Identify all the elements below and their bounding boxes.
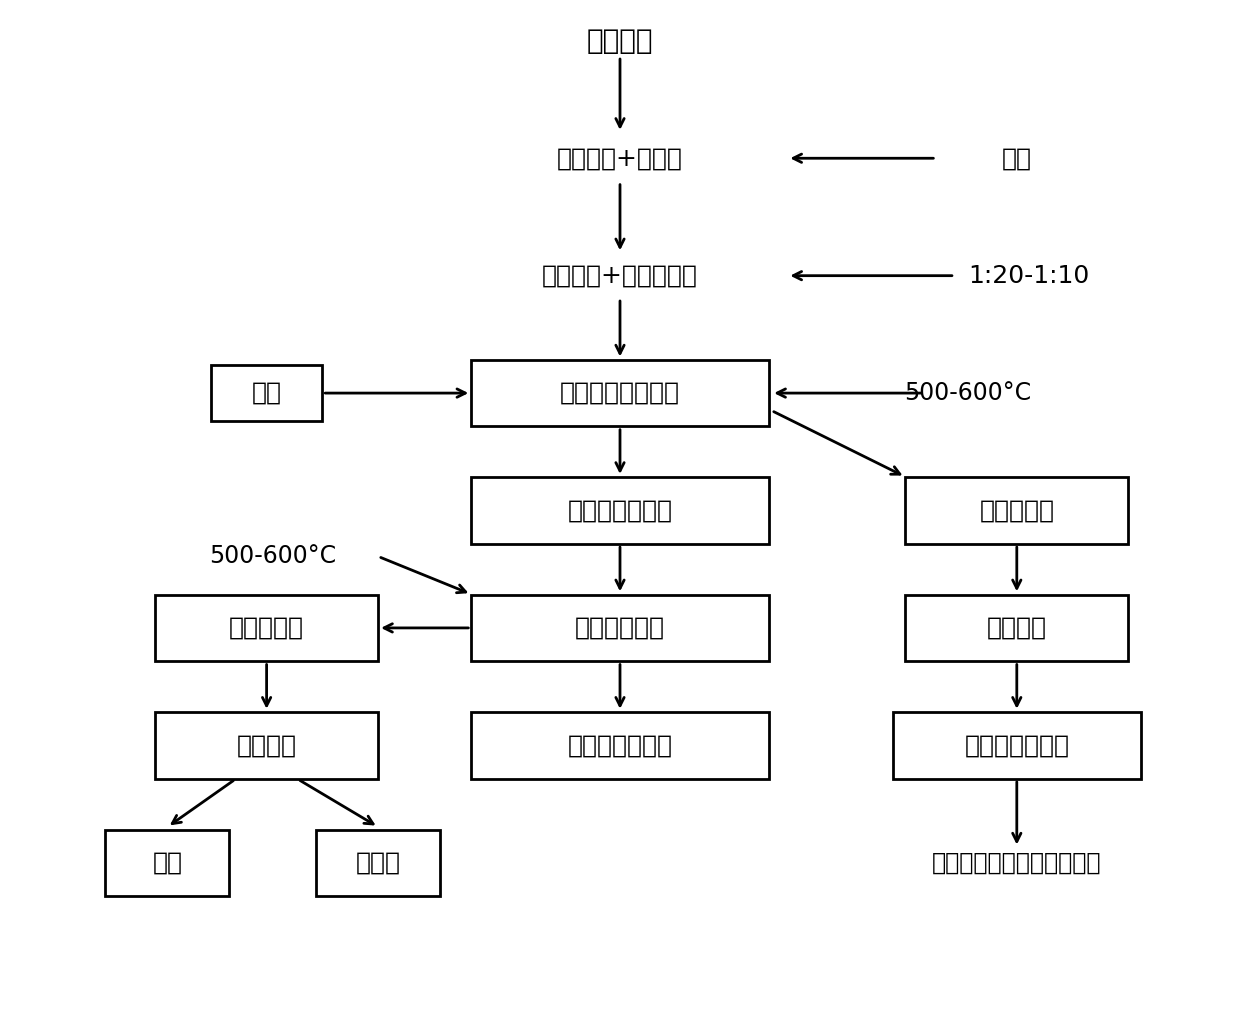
Text: 富氮热解挥发份: 富氮热解挥发份 xyxy=(568,498,672,523)
Text: 1:20-1:10: 1:20-1:10 xyxy=(968,263,1090,288)
FancyBboxPatch shape xyxy=(105,829,229,896)
Text: 热解气: 热解气 xyxy=(356,850,401,875)
Text: 储能材料、催化剂、吸附剂: 储能材料、催化剂、吸附剂 xyxy=(932,850,1101,875)
FancyBboxPatch shape xyxy=(471,713,769,778)
FancyBboxPatch shape xyxy=(211,364,322,421)
Text: 500-600°C: 500-600°C xyxy=(210,544,336,569)
Text: 有机固废+木醋液: 有机固废+木醋液 xyxy=(557,146,683,171)
FancyBboxPatch shape xyxy=(471,360,769,427)
FancyBboxPatch shape xyxy=(155,594,378,662)
FancyBboxPatch shape xyxy=(905,594,1128,662)
Text: 含氮杂环化学品: 含氮杂环化学品 xyxy=(568,733,672,758)
Text: 分离提纯: 分离提纯 xyxy=(237,733,296,758)
FancyBboxPatch shape xyxy=(471,594,769,662)
Text: 有机固废: 有机固废 xyxy=(587,27,653,55)
Text: 酸洗干燥: 酸洗干燥 xyxy=(987,616,1047,640)
Text: 过量: 过量 xyxy=(1002,146,1032,171)
Text: 多孔掺氮炭材料: 多孔掺氮炭材料 xyxy=(965,733,1069,758)
Text: 氨气: 氨气 xyxy=(153,850,182,875)
FancyBboxPatch shape xyxy=(905,478,1128,543)
FancyBboxPatch shape xyxy=(316,829,440,896)
Text: 500-600°C: 500-600°C xyxy=(904,381,1030,405)
Text: 不可凝气体: 不可凝气体 xyxy=(229,616,304,640)
Text: 多孔掺氮炭: 多孔掺氮炭 xyxy=(980,498,1054,523)
Text: 在线催化提质: 在线催化提质 xyxy=(575,616,665,640)
Text: 有机固废富氮热解: 有机固废富氮热解 xyxy=(560,381,680,405)
FancyBboxPatch shape xyxy=(155,713,378,778)
Text: 有机固废+绿色活化剂: 有机固废+绿色活化剂 xyxy=(542,263,698,288)
FancyBboxPatch shape xyxy=(471,478,769,543)
Text: 氨气: 氨气 xyxy=(252,381,281,405)
FancyBboxPatch shape xyxy=(893,713,1141,778)
